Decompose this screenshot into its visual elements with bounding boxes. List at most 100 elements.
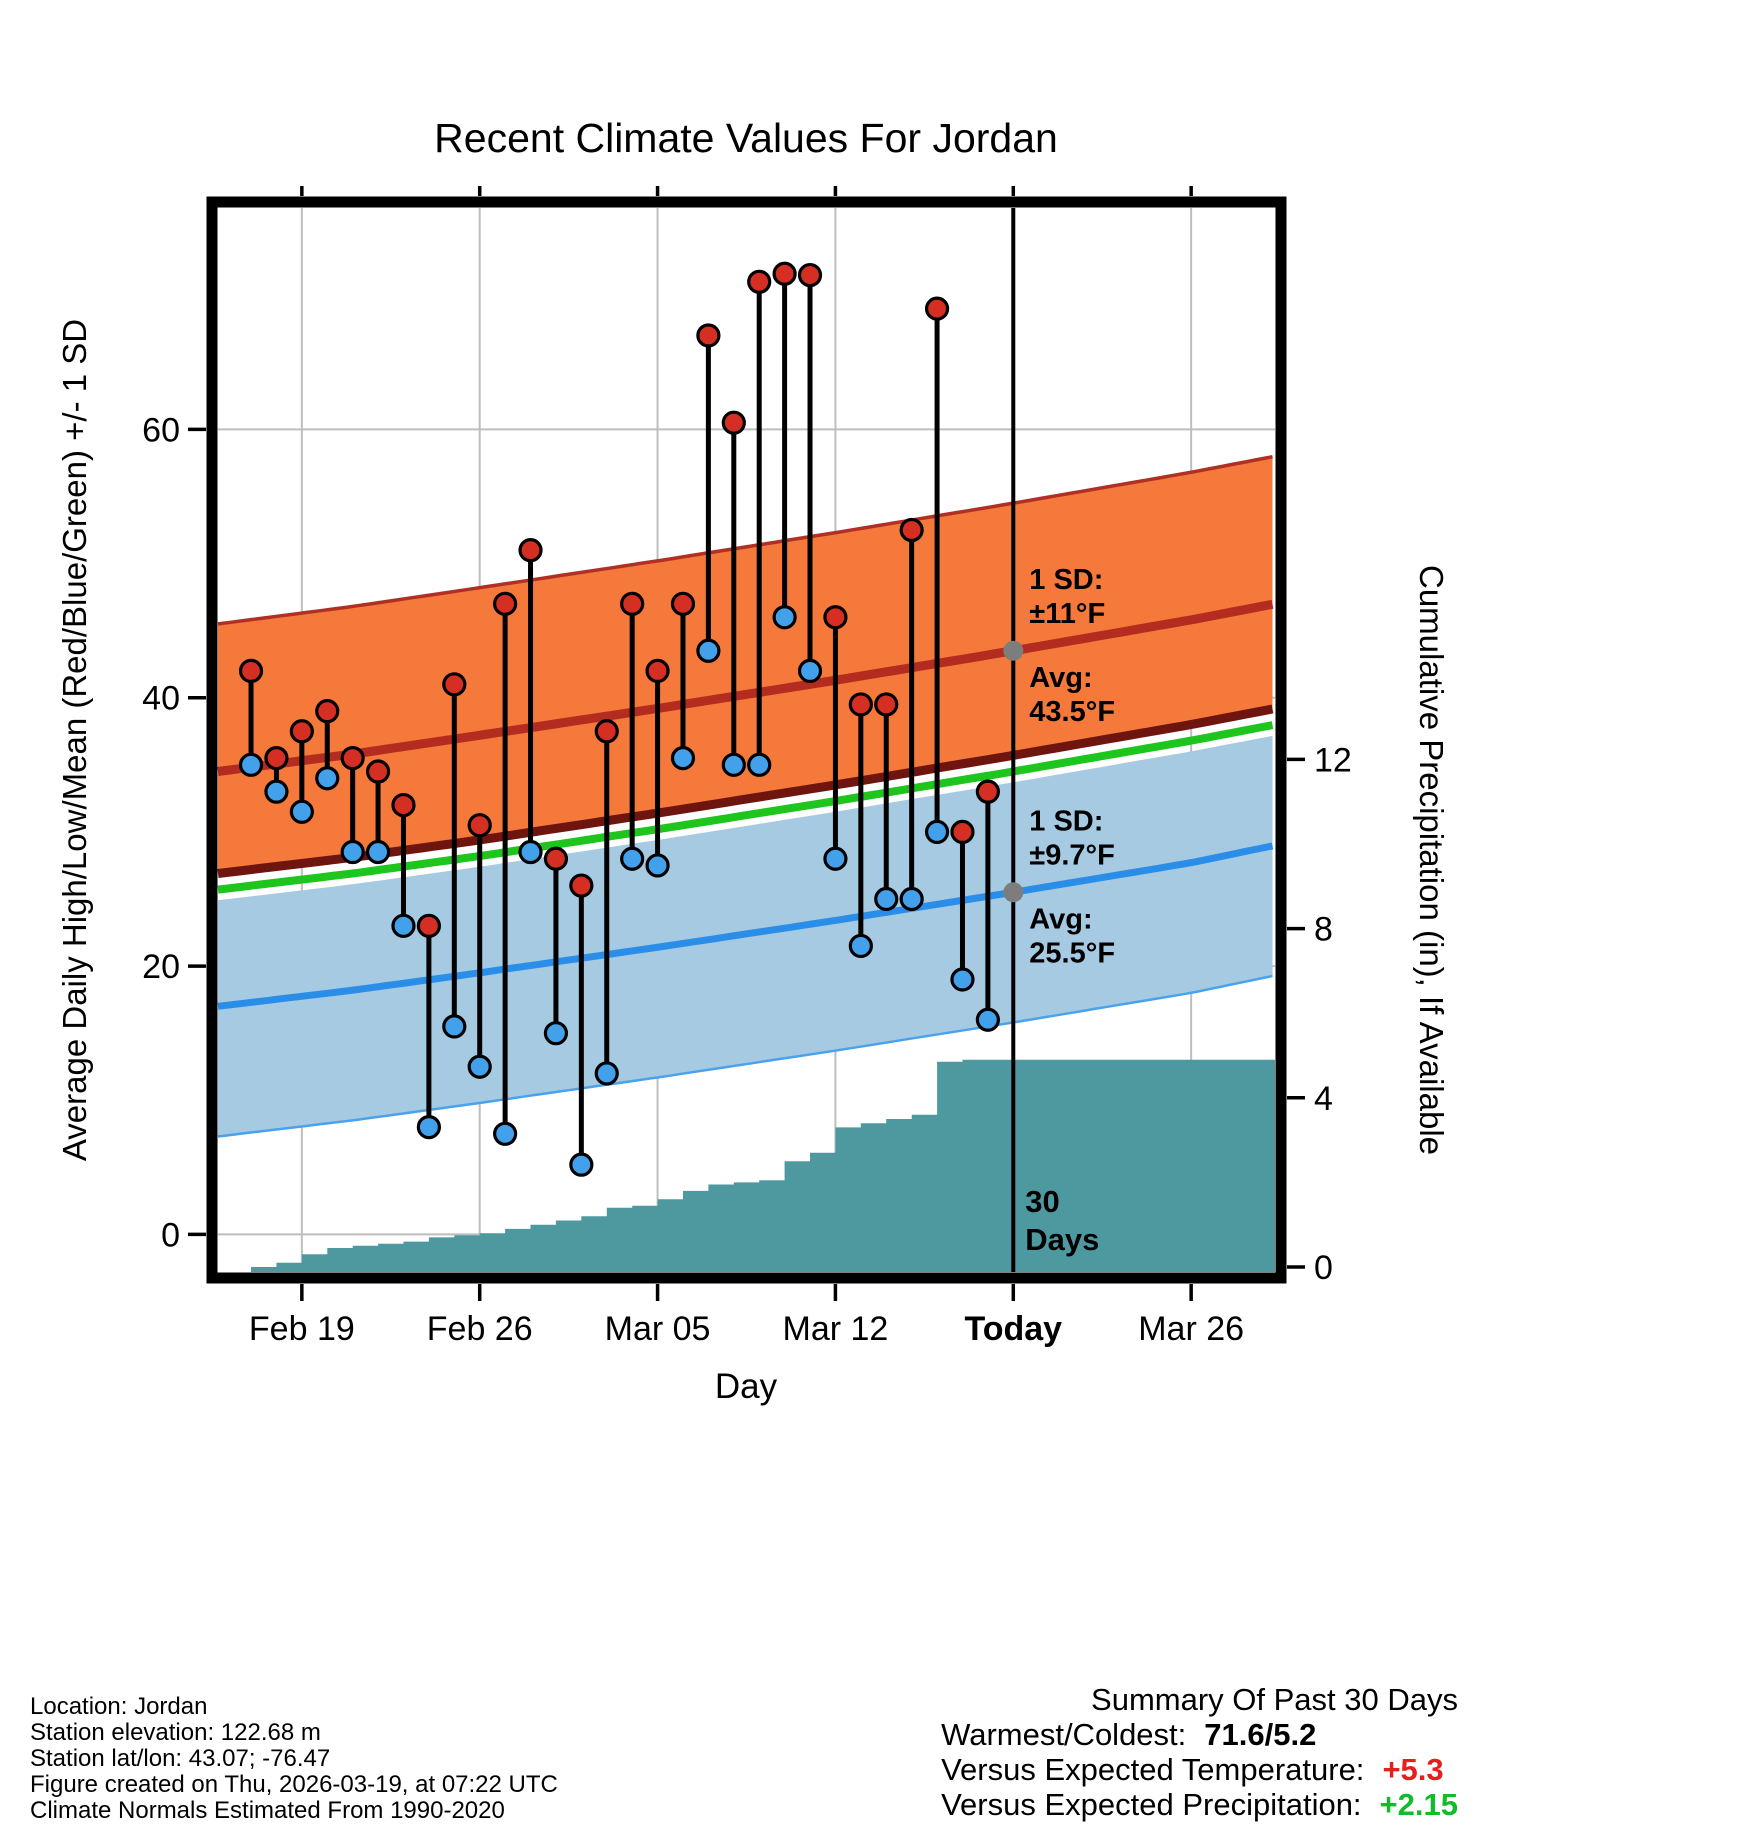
high-band-lower-edge <box>217 704 1274 878</box>
x-axis-label: Day <box>715 1367 778 1406</box>
high-sd-marker-dot <box>1003 640 1024 661</box>
left-axis-label: Average Daily High/Low/Mean (Red/Blue/Gr… <box>56 319 93 1161</box>
daily-high-dot <box>848 692 873 717</box>
daily-low-dot <box>899 886 924 912</box>
summary-row-value: +5.3 <box>1382 1752 1444 1787</box>
daily-high-dot <box>721 410 746 435</box>
left-tick-label: 60 <box>142 411 180 449</box>
daily-high-dot <box>543 846 569 871</box>
metadata-line: Station elevation: 122.68 m <box>30 1719 321 1746</box>
left-tick-label: 20 <box>142 948 180 986</box>
low-sd-marker-dot <box>1003 882 1024 903</box>
summary-panel: Summary Of Past 30 Days Warmest/Coldest:… <box>941 1682 1458 1822</box>
summary-row-label: Versus Expected Precipitation: <box>941 1787 1362 1822</box>
metadata-line: Figure created on Thu, 2026-03-19, at 07… <box>30 1771 558 1798</box>
daily-low-dot <box>696 638 721 663</box>
x-tick-label: Mar 12 <box>783 1310 889 1348</box>
daily-high-dot <box>365 759 391 784</box>
today-marker-label: 30 <box>1025 1184 1059 1219</box>
summary-row: Warmest/Coldest: 71.6/5.2 <box>941 1717 1458 1752</box>
avg-high-line <box>217 599 1274 776</box>
daily-high-dot <box>645 658 670 684</box>
daily-low-dot <box>289 799 314 824</box>
daily-low-dot <box>950 967 975 992</box>
daily-low-dot <box>365 839 391 865</box>
daily-high-dot <box>238 658 264 684</box>
x-tick-label: Mar 05 <box>605 1310 711 1348</box>
low-sd-annotation: Avg: <box>1029 903 1092 935</box>
daily-high-dot <box>772 261 797 286</box>
summary-row-value: 71.6/5.2 <box>1204 1717 1317 1752</box>
daily-high-dot <box>289 719 314 744</box>
cumulative-precip-area <box>251 1059 1275 1272</box>
metadata-line: Location: Jordan <box>30 1693 208 1720</box>
x-tick-label: Mar 26 <box>1138 1310 1244 1348</box>
low-sd-annotation: ±9.7°F <box>1029 839 1115 871</box>
avg-low-line <box>217 842 1274 1010</box>
daily-high-dot <box>924 296 950 321</box>
daily-high-dot <box>416 913 441 938</box>
daily-low-dot <box>442 1014 467 1039</box>
daily-low-dot <box>747 752 772 777</box>
daily-high-dot <box>874 692 899 717</box>
metadata-line: Climate Normals Estimated From 1990-2020 <box>30 1797 505 1824</box>
right-axis-label: Cumulative Precipitation (in), If Availa… <box>1413 565 1450 1155</box>
daily-low-dot <box>670 746 696 771</box>
daily-high-dot <box>442 672 467 697</box>
low-band-lower-edge <box>217 974 1273 1138</box>
daily-high-dot <box>493 591 518 616</box>
right-tick-label: 0 <box>1314 1249 1333 1287</box>
x-tick-label: Feb 26 <box>427 1310 533 1348</box>
daily-low-dot <box>391 913 416 938</box>
daily-high-dot <box>594 719 619 744</box>
daily-low-dot <box>772 605 797 630</box>
plot-frame <box>206 196 1287 1284</box>
summary-row-label: Warmest/Coldest: <box>941 1717 1187 1752</box>
chart-title: Recent Climate Values For Jordan <box>434 115 1058 161</box>
daily-low-dot <box>315 766 340 791</box>
daily-high-dot <box>696 323 721 348</box>
daily-low-dot <box>569 1152 594 1177</box>
daily-high-dot <box>391 792 416 818</box>
daily-low-dot <box>264 779 289 804</box>
daily-high-dot <box>670 591 696 616</box>
x-tick-label: Feb 19 <box>249 1310 355 1348</box>
daily-low-dot <box>340 839 365 865</box>
daily-low-dot <box>416 1114 441 1140</box>
mean-line <box>217 721 1274 894</box>
daily-low-dot <box>823 846 848 871</box>
low-sd-annotation: 1 SD: <box>1029 805 1103 837</box>
high-sd-annotation: Avg: <box>1029 662 1092 694</box>
daily-high-dot <box>823 605 848 630</box>
daily-high-dot <box>340 746 365 771</box>
daily-low-dot <box>594 1061 619 1086</box>
high-sd-annotation: ±11°F <box>1029 598 1105 630</box>
right-tick-label: 12 <box>1314 741 1352 779</box>
daily-low-dot <box>467 1054 492 1079</box>
daily-low-dot <box>518 839 543 865</box>
left-tick-label: 40 <box>142 680 180 718</box>
high-sd-annotation: 43.5°F <box>1029 696 1115 728</box>
daily-low-dot <box>848 933 873 959</box>
daily-high-dot <box>899 517 924 543</box>
low-sd-annotation: 25.5°F <box>1029 937 1115 969</box>
figure-metadata: Location: Jordan Station elevation: 122.6… <box>30 1694 558 1824</box>
today-marker-label: Days <box>1025 1222 1099 1257</box>
daily-high-dot <box>569 873 594 898</box>
daily-low-dot <box>975 1007 1000 1032</box>
high-sd-annotation: 1 SD: <box>1029 564 1103 596</box>
right-tick-label: 8 <box>1314 911 1333 949</box>
daily-low-dot <box>874 886 899 912</box>
daily-high-dot <box>264 746 289 771</box>
daily-low-dot <box>493 1121 518 1146</box>
summary-title: Summary Of Past 30 Days <box>1091 1682 1458 1717</box>
daily-low-dot <box>797 658 823 684</box>
summary-row-label: Versus Expected Temperature: <box>941 1752 1365 1787</box>
metadata-line: Station lat/lon: 43.07; -76.47 <box>30 1745 331 1772</box>
daily-high-dot <box>797 262 823 288</box>
daily-high-dot <box>620 591 645 616</box>
x-tick-label: Today <box>964 1310 1062 1348</box>
daily-low-dot <box>620 846 645 871</box>
high-temp-band <box>218 456 1273 874</box>
